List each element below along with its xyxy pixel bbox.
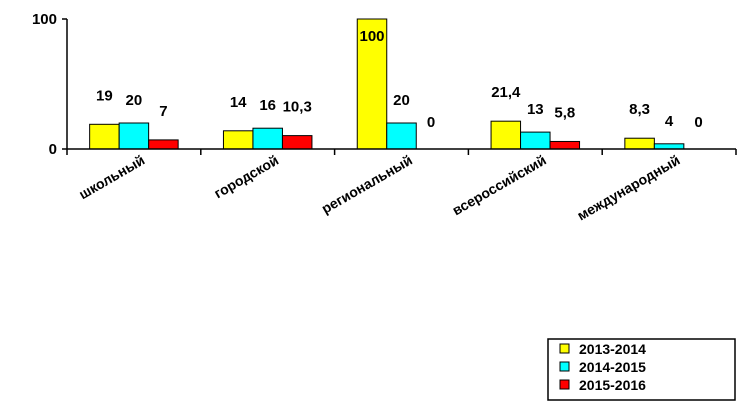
data-label: 20 xyxy=(393,92,410,109)
data-label: 16 xyxy=(259,97,276,114)
legend-label: 2015-2016 xyxy=(579,377,646,393)
bar xyxy=(118,122,150,150)
bar xyxy=(148,139,179,150)
category-label: международный xyxy=(574,152,682,224)
data-label: 8,3 xyxy=(629,101,650,118)
legend-swatch xyxy=(559,361,570,372)
legend-swatch xyxy=(559,343,570,354)
data-label: 13 xyxy=(527,101,544,118)
y-tick-label: 0 xyxy=(49,141,57,158)
bar xyxy=(356,18,388,150)
data-label: 19 xyxy=(96,87,113,104)
data-label: 0 xyxy=(694,114,702,131)
bar xyxy=(281,135,313,150)
category-label: всероссийский xyxy=(449,152,548,219)
data-label: 0 xyxy=(427,114,435,131)
legend-label: 2013-2014 xyxy=(579,341,646,357)
y-tick-label: 100 xyxy=(32,11,57,28)
bar xyxy=(252,127,283,150)
bar xyxy=(222,130,254,150)
data-label: 14 xyxy=(230,94,247,111)
category-label: региональный xyxy=(319,152,415,217)
bar xyxy=(386,122,417,150)
data-label: 100 xyxy=(359,28,384,45)
bar xyxy=(549,140,581,150)
bar xyxy=(520,131,551,150)
data-label: 20 xyxy=(126,92,143,109)
data-label: 21,4 xyxy=(491,84,521,101)
category-label: школьный xyxy=(76,152,147,202)
data-label: 5,8 xyxy=(554,104,575,121)
legend-box xyxy=(547,338,736,401)
data-label: 4 xyxy=(665,113,674,130)
data-label: 7 xyxy=(159,103,167,120)
category-label: городской xyxy=(211,152,281,202)
legend-swatch xyxy=(559,379,570,390)
bar xyxy=(653,143,685,150)
bar xyxy=(490,120,522,150)
legend-label: 2014-2015 xyxy=(579,359,646,375)
bar xyxy=(624,137,655,150)
bar xyxy=(89,123,120,150)
data-label: 10,3 xyxy=(283,99,312,116)
